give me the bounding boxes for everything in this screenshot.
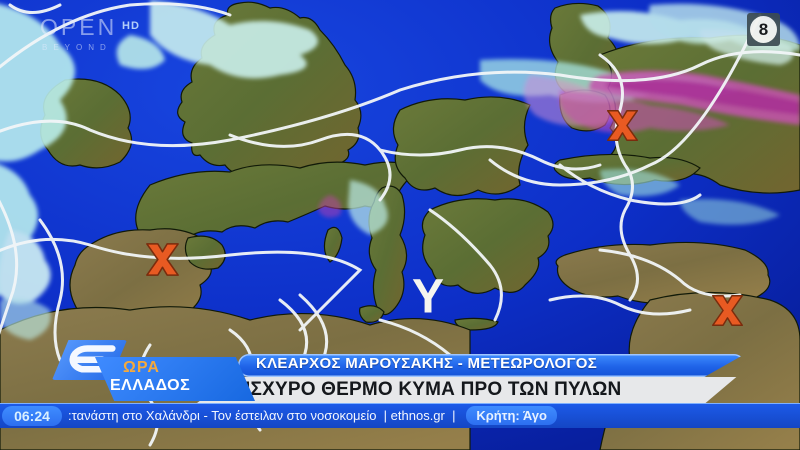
svg-text:Y: Y xyxy=(412,271,444,324)
